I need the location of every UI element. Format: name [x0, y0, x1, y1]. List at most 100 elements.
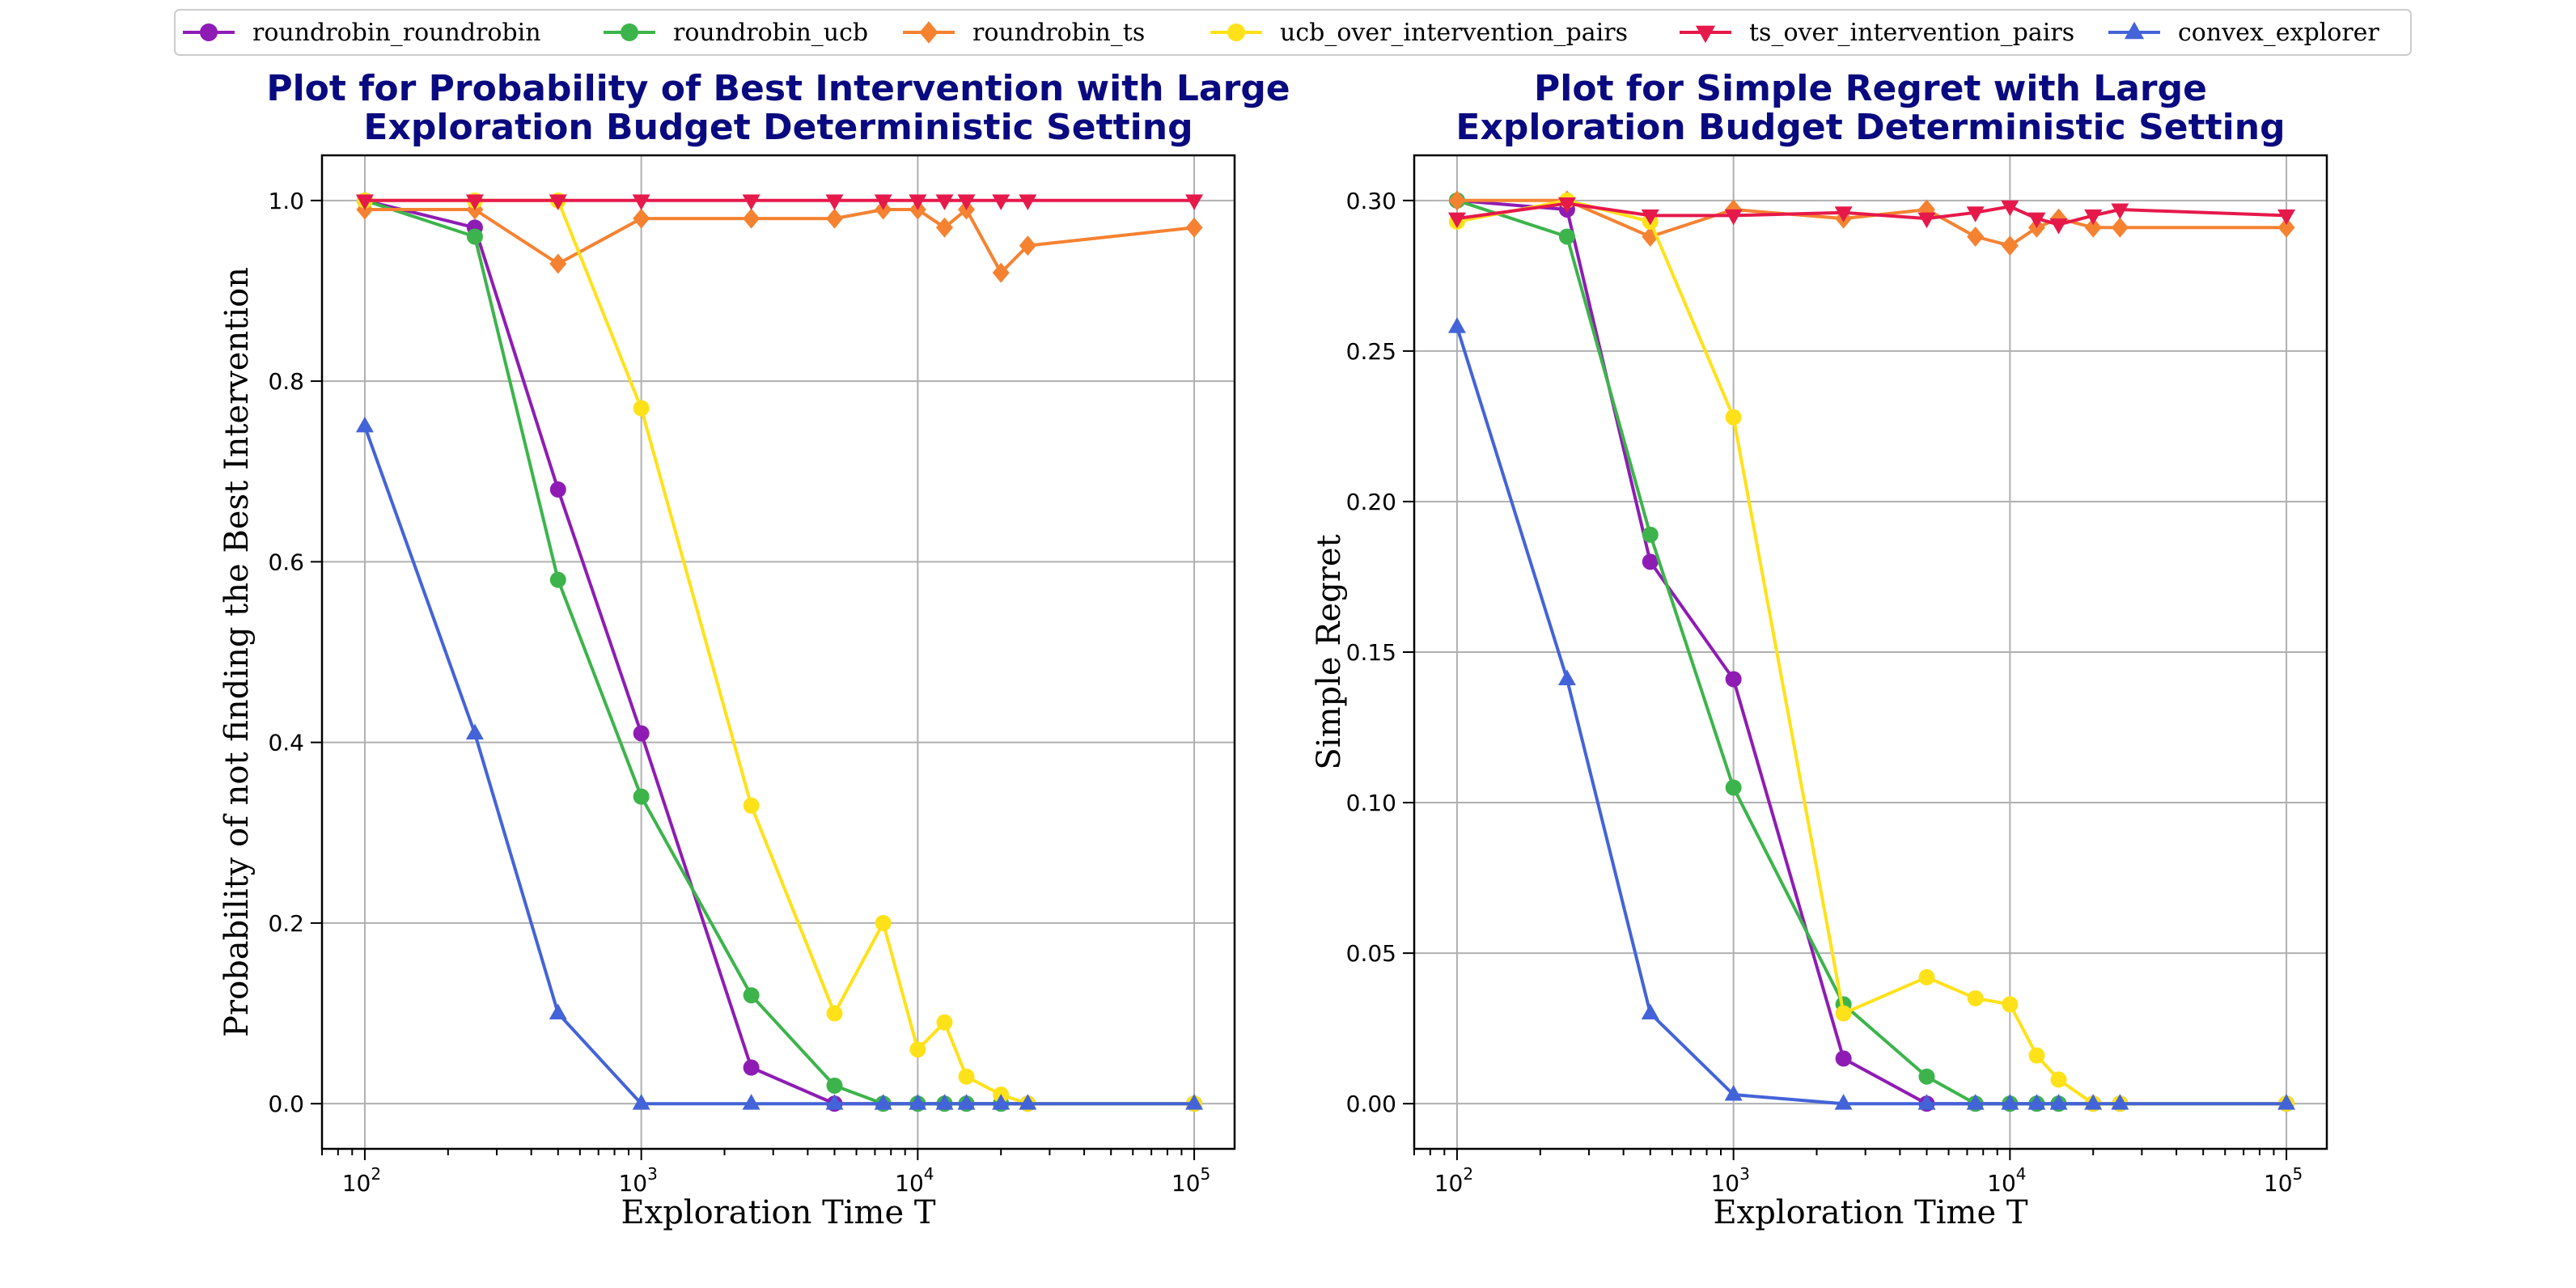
- data-point: [826, 1005, 843, 1022]
- data-point: [465, 723, 484, 739]
- data-point: [2084, 1094, 2103, 1110]
- data-point: [1558, 228, 1575, 245]
- legend-label: ucb_over_intervention_pairs: [1280, 19, 1628, 47]
- data-point: [875, 914, 892, 931]
- data-point: [1917, 212, 1936, 229]
- data-point: [2111, 203, 2129, 219]
- data-point: [355, 416, 374, 433]
- y-tick-label: 0.00: [1346, 1091, 1396, 1117]
- series-line: [1455, 326, 2287, 1106]
- legend-label: ts_over_intervention_pairs: [1749, 19, 2074, 47]
- x-axis-label: Exploration Time T: [621, 1194, 935, 1231]
- y-tick-label: 0.25: [1346, 338, 1396, 365]
- data-point: [633, 208, 650, 229]
- y-tick-label: 0.05: [1346, 940, 1396, 967]
- data-point: [2084, 217, 2102, 238]
- legend-marker: [621, 23, 638, 41]
- data-point: [1642, 526, 1659, 543]
- data-point: [2049, 218, 2068, 235]
- data-point: [1917, 1094, 1936, 1110]
- data-point: [957, 194, 976, 210]
- data-point: [2001, 200, 2019, 217]
- x-tick-label: 103: [618, 1164, 657, 1197]
- series-line: [363, 426, 1195, 1106]
- data-point: [355, 194, 374, 210]
- data-point: [1447, 317, 1466, 333]
- legend-entry: roundrobin_roundrobin: [183, 19, 541, 47]
- data-point: [743, 1059, 760, 1076]
- data-point: [743, 797, 760, 814]
- data-point: [742, 194, 761, 210]
- data-point: [2027, 212, 2046, 229]
- data-point: [825, 1094, 844, 1110]
- data-point: [632, 194, 650, 210]
- data-point: [826, 1077, 843, 1094]
- data-point: [825, 208, 843, 229]
- series-line: [1456, 201, 2287, 227]
- x-tick-label: 105: [1171, 1164, 1210, 1197]
- legend-label: roundrobin_ts: [972, 19, 1145, 47]
- series-ucb_over_intervention_pairs: [356, 192, 1203, 1112]
- data-point: [1725, 779, 1742, 796]
- series-convex_explorer: [1447, 317, 2296, 1110]
- series-ts_over_intervention_pairs: [1447, 197, 2296, 235]
- data-point: [2001, 235, 2019, 256]
- y-tick-label: 0.30: [1346, 188, 1396, 214]
- data-point: [633, 788, 650, 805]
- data-point: [1185, 194, 1204, 210]
- y-tick-label: 0.2: [268, 910, 304, 937]
- series-ts_over_intervention_pairs: [355, 194, 1204, 210]
- legend-marker: [2124, 21, 2145, 40]
- data-point: [465, 194, 484, 210]
- data-point: [909, 1041, 926, 1058]
- data-point: [2111, 217, 2129, 238]
- data-point: [1641, 1003, 1659, 1020]
- data-point: [1725, 409, 1742, 426]
- data-point: [1834, 206, 1853, 222]
- data-point: [1019, 235, 1036, 256]
- data-point: [2049, 1094, 2068, 1110]
- data-point: [935, 194, 954, 210]
- data-point: [936, 1014, 953, 1031]
- chart-title-line: Plot for Simple Regret with Large: [1534, 68, 2207, 109]
- regret-plot: Plot for Simple Regret with LargeExplora…: [1311, 68, 2328, 1231]
- y-tick-label: 0.15: [1346, 639, 1396, 666]
- legend-entry: convex_explorer: [2108, 19, 2379, 47]
- data-point: [2002, 996, 2019, 1013]
- legend-label: convex_explorer: [2178, 19, 2379, 47]
- series-roundrobin_ucb: [356, 192, 1203, 1112]
- y-tick-label: 0.0: [268, 1091, 304, 1117]
- data-point: [1185, 217, 1203, 238]
- series-line: [364, 208, 1195, 275]
- data-point: [957, 1094, 976, 1110]
- data-point: [2277, 1094, 2296, 1110]
- data-point: [1918, 1068, 1935, 1085]
- series-line: [364, 198, 1195, 1106]
- data-point: [466, 228, 483, 245]
- data-point: [2111, 1094, 2129, 1110]
- y-tick-label: 0.4: [268, 730, 304, 756]
- series-line: [364, 198, 1195, 1106]
- series-line: [1456, 198, 2287, 248]
- y-tick-label: 0.10: [1346, 790, 1396, 816]
- legend-entry: roundrobin_ts: [903, 19, 1145, 47]
- data-point: [874, 194, 892, 210]
- data-point: [935, 217, 953, 238]
- data-point: [1725, 671, 1742, 688]
- data-point: [2028, 1047, 2045, 1064]
- probability-plot: Plot for Probability of Best Interventio…: [218, 68, 1290, 1231]
- data-point: [2050, 1071, 2067, 1088]
- data-point: [1835, 1050, 1852, 1067]
- data-point: [992, 1094, 1010, 1110]
- data-point: [633, 400, 650, 417]
- series-line: [364, 198, 1195, 1106]
- x-tick-label: 105: [2264, 1164, 2303, 1197]
- series-convex_explorer: [355, 416, 1204, 1110]
- data-point: [2277, 209, 2296, 226]
- data-point: [1967, 226, 1985, 247]
- data-point: [1724, 209, 1743, 226]
- data-point: [1642, 553, 1659, 570]
- data-point: [1447, 212, 1466, 229]
- x-tick-label: 104: [1987, 1164, 2026, 1197]
